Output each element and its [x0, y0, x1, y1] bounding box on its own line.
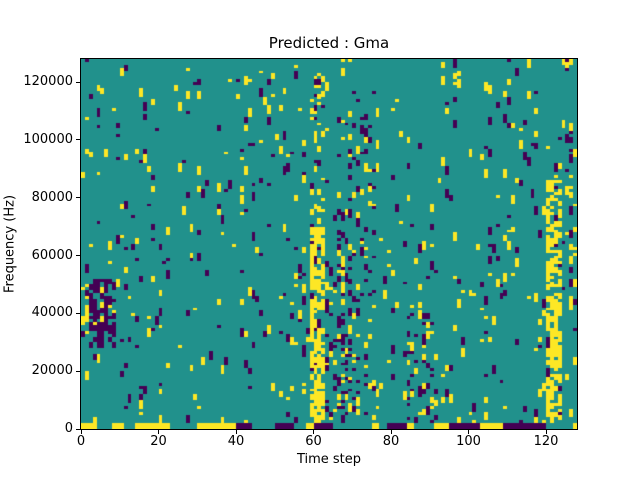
chart-title: Predicted : Gma — [268, 34, 390, 52]
x-axis-label: Time step — [296, 452, 362, 467]
y-tick-mark — [76, 312, 80, 314]
x-tick-label: 20 — [150, 434, 167, 449]
x-tick-label: 60 — [305, 434, 322, 449]
y-tick-mark — [76, 255, 80, 257]
y-tick-label: 120000 — [23, 74, 73, 90]
heatmap-canvas — [81, 59, 577, 429]
x-tick-mark — [390, 430, 392, 434]
y-tick-mark — [76, 370, 80, 372]
y-tick-label: 60000 — [31, 247, 73, 263]
x-tick-mark — [235, 430, 237, 434]
y-tick-label: 100000 — [23, 131, 73, 147]
x-tick-label: 80 — [382, 434, 400, 449]
y-tick-mark — [76, 428, 80, 430]
x-tick-mark — [545, 430, 547, 434]
y-tick-mark — [76, 139, 80, 141]
y-axis-label: Frequency (Hz) — [2, 194, 18, 294]
y-tick-label: 0 — [64, 421, 73, 436]
x-tick-mark — [468, 430, 469, 434]
y-tick-label: 20000 — [31, 363, 73, 379]
y-tick-label: 40000 — [31, 305, 73, 321]
y-tick-mark — [76, 197, 80, 199]
y-tick-mark — [76, 81, 80, 83]
plot-area — [80, 58, 578, 430]
x-tick-label: 120 — [533, 434, 559, 449]
x-tick-label: 40 — [227, 434, 245, 449]
x-tick-label: 0 — [76, 434, 86, 449]
y-tick-label: 80000 — [31, 189, 73, 205]
x-tick-label: 100 — [456, 434, 481, 449]
x-tick-mark — [80, 430, 82, 434]
x-tick-mark — [158, 430, 159, 434]
x-tick-mark — [313, 430, 314, 434]
